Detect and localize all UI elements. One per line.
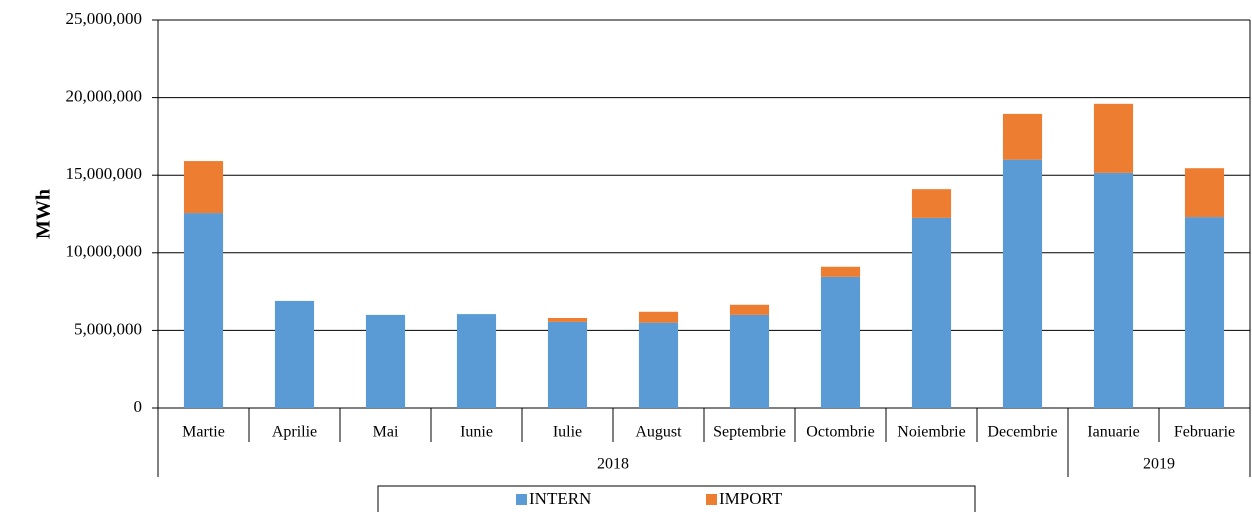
x-tick-label: Septembrie: [713, 424, 786, 441]
legend-label: IMPORT: [719, 489, 783, 508]
legend-swatch: [706, 494, 717, 505]
legend-label: INTERN: [529, 489, 591, 508]
y-tick-label: 0: [134, 397, 143, 416]
y-tick-label: 25,000,000: [66, 9, 143, 28]
x-tick-label: Iunie: [460, 424, 493, 441]
group-label: 2019: [1143, 456, 1175, 473]
bar-segment: [183, 161, 224, 214]
bar-segment: [638, 311, 679, 323]
legend-box: [377, 485, 976, 512]
y-axis-label: MWh: [33, 189, 55, 239]
bar-segment: [274, 300, 315, 408]
legend-swatch: [516, 494, 527, 505]
x-tick-label: Martie: [182, 424, 225, 441]
bar-segment: [1184, 217, 1225, 408]
x-tick-label: Decembrie: [987, 424, 1057, 441]
bar-segment: [1184, 168, 1225, 218]
bar-segment: [729, 304, 770, 315]
bar-segment: [729, 314, 770, 408]
x-tick-label: Octombrie: [806, 424, 874, 441]
bar-segment: [1002, 159, 1043, 408]
bar-segment: [820, 266, 861, 277]
bar-segment: [365, 314, 406, 408]
y-tick-label: 20,000,000: [66, 87, 143, 106]
bar-segment: [547, 317, 588, 322]
bar-segment: [1093, 172, 1134, 408]
y-tick-label: 15,000,000: [66, 164, 143, 183]
x-tick-label: Noiembrie: [897, 424, 965, 441]
y-tick-label: 5,000,000: [74, 319, 142, 338]
bar-segment: [547, 321, 588, 408]
group-label: 2018: [597, 456, 629, 473]
x-tick-label: Mai: [373, 424, 399, 441]
bar-segment: [1002, 113, 1043, 160]
bar-segment: [456, 314, 497, 408]
y-tick-label: 10,000,000: [66, 242, 143, 261]
x-tick-label: Iulie: [553, 424, 582, 441]
x-tick-label: August: [635, 424, 682, 441]
bar-segment: [183, 213, 224, 408]
bar-segment: [1093, 103, 1134, 173]
x-tick-label: Februarie: [1174, 424, 1235, 441]
bar-segment: [820, 276, 861, 408]
x-tick-label: Aprilie: [272, 424, 317, 441]
bar-segment: [911, 189, 952, 218]
x-tick-label: Ianuarie: [1087, 424, 1139, 441]
bar-segment: [638, 322, 679, 408]
bar-segment: [911, 217, 952, 408]
